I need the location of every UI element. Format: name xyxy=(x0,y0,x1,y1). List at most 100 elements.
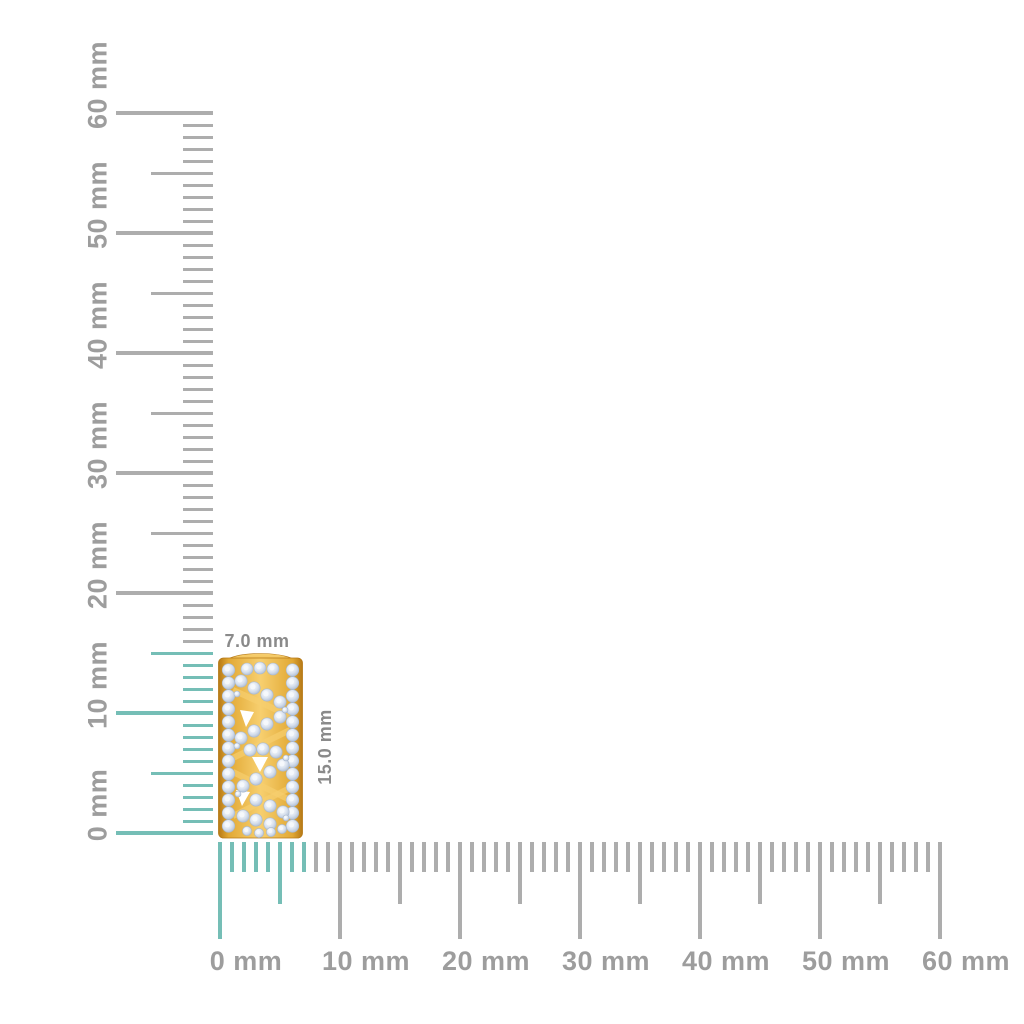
h-ruler-tick-31mm xyxy=(590,842,594,872)
diamond-stone xyxy=(233,690,241,698)
diamond-stone xyxy=(266,827,276,837)
v-ruler-tick-43mm xyxy=(183,315,213,319)
v-ruler-tick-18mm xyxy=(183,615,213,619)
v-ruler-tick-52mm xyxy=(183,207,213,211)
diamond-sparkle xyxy=(224,692,231,698)
diamond-stone xyxy=(263,765,277,779)
h-ruler-tick-4mm xyxy=(266,842,270,872)
h-ruler-tick-15mm xyxy=(398,842,402,904)
h-ruler-tick-21mm xyxy=(470,842,474,872)
diamond-stone xyxy=(247,724,261,738)
diamond-sparkle xyxy=(224,809,231,815)
v-ruler-tick-29mm xyxy=(183,483,213,487)
diamond-stone xyxy=(233,742,241,750)
diamond-stone xyxy=(285,780,300,794)
diamond-sparkle xyxy=(252,796,258,802)
v-ruler-tick-16mm xyxy=(183,639,213,643)
v-ruler-tick-13mm xyxy=(183,675,213,679)
v-ruler-label-50mm: 50 mm xyxy=(82,160,113,250)
diamond-sparkle xyxy=(224,757,231,763)
diamond-stone xyxy=(285,702,300,716)
diamond-sparkle xyxy=(268,829,273,834)
diamond-stone xyxy=(234,674,248,688)
v-ruler-tick-49mm xyxy=(183,243,213,247)
diamond-sparkle xyxy=(244,828,249,833)
diamond-sparkle xyxy=(235,692,238,695)
v-ruler-label-60mm: 60 mm xyxy=(82,40,113,130)
v-ruler-tick-27mm xyxy=(183,507,213,511)
v-ruler-tick-32mm xyxy=(183,447,213,451)
h-ruler-tick-33mm xyxy=(614,842,618,872)
v-ruler-tick-40mm xyxy=(116,351,213,355)
width-dimension-label: 7.0 mm xyxy=(224,631,290,651)
v-ruler-tick-36mm xyxy=(183,399,213,403)
diamond-sparkle xyxy=(250,684,256,690)
v-ruler-tick-7mm xyxy=(183,747,213,751)
diamond-sparkle xyxy=(250,727,256,733)
gold-ridge xyxy=(231,769,292,803)
diamond-sparkle xyxy=(237,677,243,683)
h-ruler-tick-38mm xyxy=(674,842,678,872)
diamond-stone xyxy=(276,758,290,772)
h-ruler-tick-23mm xyxy=(494,842,498,872)
diamond-stone xyxy=(277,824,287,834)
h-ruler-label-20mm: 20 mm xyxy=(441,946,531,976)
diamond-stone xyxy=(234,731,248,745)
v-ruler-tick-4mm xyxy=(183,783,213,787)
diamond-sparkle xyxy=(224,783,231,789)
diamond-stone xyxy=(221,715,236,729)
diamond-stone xyxy=(285,728,300,742)
h-ruler-tick-57mm xyxy=(902,842,906,872)
v-ruler-label-30mm: 30 mm xyxy=(82,400,113,490)
v-ruler-tick-57mm xyxy=(183,147,213,151)
diamond-stone xyxy=(221,663,236,677)
diamond-stone xyxy=(260,717,274,731)
pave-diamonds xyxy=(221,661,300,838)
v-ruler-label-20mm: 20 mm xyxy=(82,520,113,610)
v-ruler-tick-51mm xyxy=(183,219,213,223)
h-ruler-tick-17mm xyxy=(422,842,426,872)
v-ruler-tick-28mm xyxy=(183,495,213,499)
gold-ridge-bars xyxy=(231,687,292,819)
h-ruler-tick-2mm xyxy=(242,842,246,872)
v-ruler-tick-6mm xyxy=(183,759,213,763)
h-ruler-tick-30mm xyxy=(577,842,583,939)
h-ruler-tick-50mm xyxy=(817,842,823,939)
diamond-sparkle xyxy=(288,692,295,698)
diamond-sparkle xyxy=(246,746,252,752)
diamond-sparkle xyxy=(224,770,231,776)
h-ruler-tick-52mm xyxy=(842,842,846,872)
h-ruler-label-50mm: 50 mm xyxy=(801,946,891,976)
diamond-sparkle xyxy=(243,665,249,671)
v-ruler-tick-26mm xyxy=(183,519,213,523)
diamond-sparkle xyxy=(266,820,272,826)
h-ruler-tick-20mm xyxy=(457,842,463,939)
h-ruler-tick-11mm xyxy=(350,842,354,872)
diamond-stone xyxy=(249,793,263,807)
h-ruler-tick-8mm xyxy=(314,842,318,872)
v-ruler-tick-24mm xyxy=(183,543,213,547)
h-ruler-tick-12mm xyxy=(362,842,366,872)
diamond-sparkle xyxy=(279,808,285,814)
v-ruler-tick-19mm xyxy=(183,603,213,607)
diamond-sparkle xyxy=(224,744,231,750)
h-ruler-tick-42mm xyxy=(722,842,726,872)
v-ruler-tick-34mm xyxy=(183,423,213,427)
v-ruler-tick-20mm xyxy=(116,591,213,595)
v-ruler-tick-12mm xyxy=(183,687,213,691)
h-ruler-tick-60mm xyxy=(937,842,943,939)
v-ruler-tick-31mm xyxy=(183,459,213,463)
h-ruler-tick-28mm xyxy=(554,842,558,872)
diamond-stone xyxy=(221,676,236,690)
v-ruler-tick-39mm xyxy=(183,363,213,367)
h-ruler-tick-49mm xyxy=(806,842,810,872)
diamond-stone xyxy=(285,806,300,820)
h-ruler-tick-35mm xyxy=(638,842,642,904)
h-ruler-tick-26mm xyxy=(530,842,534,872)
diamond-stone xyxy=(240,662,254,676)
h-ruler-tick-41mm xyxy=(710,842,714,872)
diamond-stone xyxy=(243,743,257,757)
diamond-stone xyxy=(236,809,250,823)
